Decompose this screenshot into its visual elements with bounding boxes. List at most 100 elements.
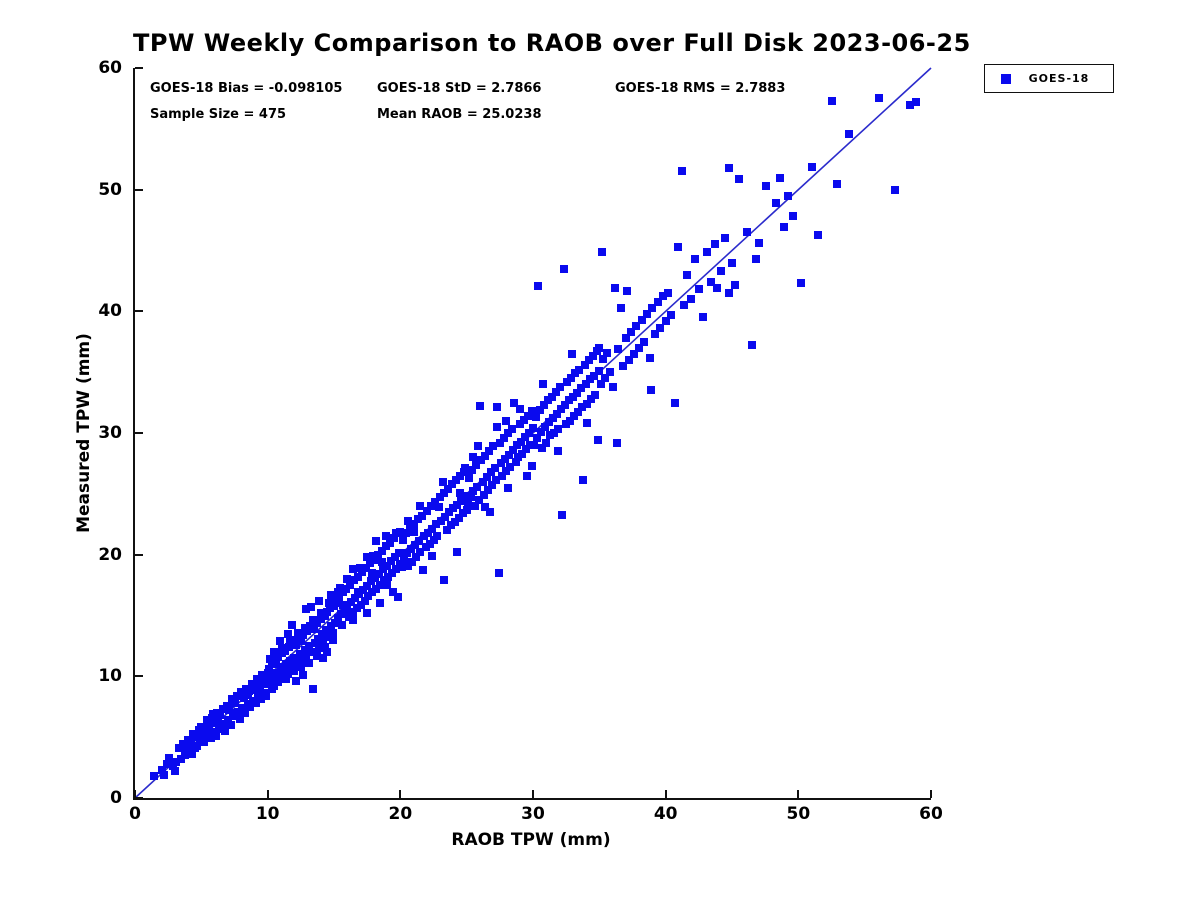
scatter-point xyxy=(310,624,319,633)
scatter-point xyxy=(319,654,328,663)
scatter-point xyxy=(891,185,900,194)
scatter-point xyxy=(475,402,484,411)
scatter-point xyxy=(307,602,316,611)
scatter-point xyxy=(505,450,514,459)
scatter-point xyxy=(532,433,541,442)
scatter-point xyxy=(422,506,431,515)
scatter-point xyxy=(553,447,562,456)
scatter-point xyxy=(611,284,620,293)
scatter-point xyxy=(239,694,248,703)
scatter-point xyxy=(383,581,392,590)
scatter-point xyxy=(269,648,278,656)
scatter-point xyxy=(510,398,519,407)
y-tick-mark xyxy=(135,188,143,191)
scatter-point xyxy=(417,511,426,520)
scatter-point xyxy=(599,354,608,363)
scatter-point xyxy=(460,464,469,473)
scatter-point xyxy=(499,433,508,442)
scatter-point xyxy=(555,382,564,391)
scatter-point xyxy=(285,635,294,644)
scatter-point xyxy=(635,343,644,352)
scatter-point xyxy=(725,289,734,298)
scatter-point xyxy=(613,345,622,354)
scatter-point xyxy=(389,588,398,597)
scatter-point xyxy=(491,476,500,485)
scatter-point xyxy=(430,498,439,507)
scatter-point xyxy=(677,167,686,176)
scatter-point xyxy=(342,575,351,583)
scatter-point xyxy=(542,438,551,447)
scatter-point xyxy=(591,391,600,400)
scatter-point xyxy=(322,626,331,635)
scatter-point xyxy=(172,757,181,766)
scatter-point xyxy=(192,733,201,742)
scatter-point xyxy=(751,255,760,264)
scatter-point xyxy=(529,424,537,433)
scatter-point xyxy=(263,679,272,688)
scatter-point xyxy=(588,352,597,361)
scatter-point xyxy=(518,449,527,458)
scatter-point xyxy=(457,497,466,506)
scatter-point xyxy=(575,365,584,374)
scatter-point xyxy=(206,734,215,743)
x-tick-mark xyxy=(797,790,800,798)
scatter-point xyxy=(702,247,711,256)
scatter-point xyxy=(262,691,271,700)
scatter-point xyxy=(706,278,715,287)
scatter-point xyxy=(170,767,179,776)
scatter-point xyxy=(742,228,751,237)
x-tick-mark xyxy=(532,790,534,798)
scatter-point xyxy=(432,520,441,529)
scatter-point xyxy=(418,566,427,575)
scatter-point xyxy=(403,516,412,525)
scatter-point xyxy=(337,621,346,630)
scatter-point xyxy=(363,553,372,562)
scatter-point xyxy=(355,564,364,573)
scatter-point xyxy=(267,684,276,693)
scatter-point xyxy=(226,721,235,729)
scatter-point xyxy=(647,386,656,395)
scatter-point xyxy=(345,581,354,590)
scatter-point xyxy=(527,407,536,416)
scatter-point xyxy=(572,388,581,397)
scatter-point xyxy=(590,371,599,380)
scatter-point xyxy=(725,163,734,172)
scatter-point xyxy=(490,464,499,473)
scatter-point xyxy=(595,366,604,375)
scatter-point xyxy=(360,596,369,605)
scatter-point xyxy=(186,739,195,748)
scatter-point xyxy=(335,593,344,602)
scatter-point xyxy=(372,537,381,546)
scatter-point xyxy=(307,648,316,656)
scatter-point xyxy=(483,486,492,495)
x-tick-label: 20 xyxy=(388,804,413,824)
scatter-point xyxy=(535,405,544,414)
scatter-point xyxy=(293,628,302,637)
scatter-point xyxy=(229,708,238,717)
scatter-point xyxy=(473,442,482,451)
scatter-point xyxy=(531,413,540,422)
scatter-point xyxy=(479,491,488,500)
scatter-point xyxy=(594,436,602,445)
scatter-point xyxy=(453,548,462,557)
scatter-point xyxy=(673,242,682,251)
scatter-point xyxy=(264,665,273,674)
scatter-point xyxy=(558,510,567,519)
scatter-point xyxy=(389,533,398,542)
scatter-point xyxy=(627,328,636,337)
scatter-point xyxy=(552,409,561,418)
scatter-point xyxy=(416,548,425,557)
scatter-point xyxy=(623,286,632,295)
scatter-point xyxy=(640,337,649,346)
scatter-point xyxy=(686,295,695,304)
scatter-point xyxy=(713,284,722,293)
scatter-point xyxy=(392,528,401,537)
scatter-point xyxy=(395,549,403,558)
y-tick-label: 30 xyxy=(98,423,122,443)
scatter-point xyxy=(336,610,345,619)
scatter-point xyxy=(912,98,921,107)
scatter-point xyxy=(547,392,556,401)
scatter-point xyxy=(202,716,211,725)
scatter-point xyxy=(783,191,792,200)
scatter-point xyxy=(331,618,340,627)
